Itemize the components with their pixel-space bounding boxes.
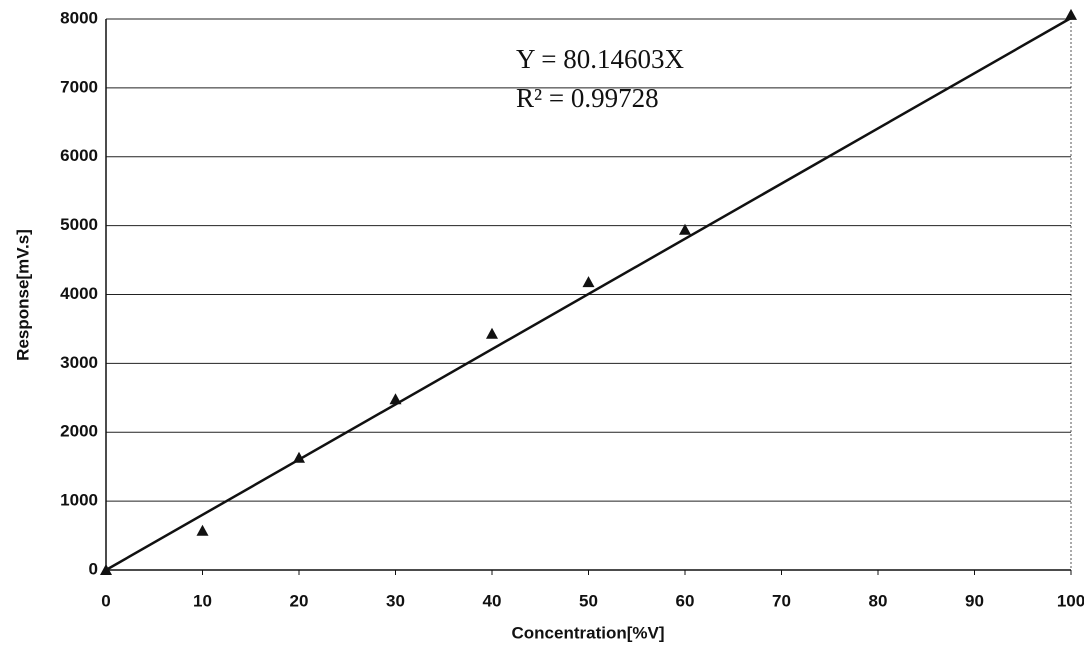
data-point: [390, 393, 402, 404]
y-tick-label: 1000: [60, 491, 98, 510]
y-tick-label: 4000: [60, 284, 98, 303]
x-axis-label: Concentration[%V]: [512, 623, 665, 642]
x-tick-label: 80: [869, 591, 888, 610]
y-tick-label: 2000: [60, 422, 98, 441]
x-tick-label: 30: [386, 591, 405, 610]
data-point: [486, 328, 498, 339]
x-tick-label: 100: [1057, 591, 1084, 610]
data-point: [197, 525, 209, 536]
y-tick-label: 3000: [60, 353, 98, 372]
y-tick-label: 8000: [60, 8, 98, 27]
y-tick-label: 0: [89, 559, 98, 578]
x-tick-label: 60: [676, 591, 695, 610]
x-tick-label: 90: [965, 591, 984, 610]
data-point: [583, 276, 595, 287]
chart: Response[mV.s] Concentration[%V] Y = 80.…: [0, 0, 1084, 650]
x-tick-label: 10: [193, 591, 212, 610]
x-tick-label: 40: [483, 591, 502, 610]
y-axis-label: Response[mV.s]: [13, 229, 32, 361]
x-tick-label: 70: [772, 591, 791, 610]
y-tick-label: 5000: [60, 215, 98, 234]
trendline-equation: Y = 80.14603X: [516, 44, 684, 74]
x-tick-label: 50: [579, 591, 598, 610]
y-tick-label: 7000: [60, 77, 98, 96]
y-tick-label: 6000: [60, 146, 98, 165]
x-tick-label: 20: [290, 591, 309, 610]
data-point: [1065, 9, 1077, 20]
x-tick-label: 0: [101, 591, 110, 610]
